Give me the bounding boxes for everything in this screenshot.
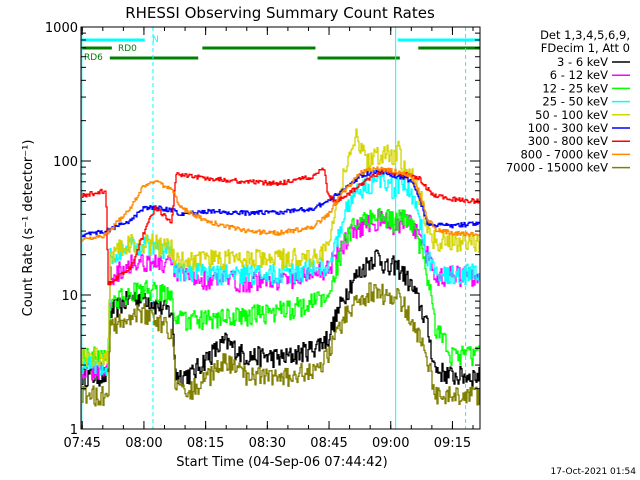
x-axis-ticks: 07:45 08:00 08:15 08:30 08:45 09:00 09:15 — [63, 27, 474, 451]
y-tick-label: 10 — [61, 289, 78, 304]
flag-bars: N RD0 RD6 — [81, 35, 480, 63]
legend-label: 7000 - 15000 keV — [506, 161, 608, 175]
legend-header-line2: FDecim 1, Att 0 — [541, 41, 630, 55]
legend-label: 100 - 300 keV — [528, 121, 608, 135]
series-line-6 — [82, 167, 480, 286]
series-line-4 — [82, 128, 480, 367]
legend-label: 50 - 100 keV — [535, 108, 608, 122]
legend-label: 25 - 50 keV — [542, 95, 608, 109]
x-tick-label: 09:00 — [372, 436, 409, 451]
flag-rd0-label: RD0 — [118, 44, 137, 54]
series-lines — [82, 128, 480, 407]
x-tick-label: 09:15 — [434, 436, 471, 451]
x-tick-label: 08:45 — [310, 436, 347, 451]
y-tick-label: 1 — [70, 423, 78, 438]
legend-label: 6 - 12 keV — [550, 68, 608, 82]
flag-rd6-label: RD6 — [84, 53, 103, 63]
series-line-7 — [82, 166, 480, 242]
legend-header-line1: Det 1,3,4,5,6,9, — [540, 28, 630, 42]
x-axis-label: Start Time (04-Sep-06 07:44:42) — [176, 455, 387, 470]
series-line-5 — [82, 168, 480, 238]
y-axis-ticks: 1 10 100 1000 — [45, 21, 480, 438]
y-axis-label: Count Rate (s⁻¹ detector⁻¹) — [21, 140, 36, 317]
time-markers — [81, 27, 467, 429]
x-tick-label: 08:30 — [249, 436, 286, 451]
series-line-3 — [82, 171, 480, 376]
series-line-8 — [82, 282, 480, 407]
flag-n-label: N — [152, 35, 159, 45]
legend-label: 800 - 7000 keV — [520, 147, 608, 161]
chart-title: RHESSI Observing Summary Count Rates — [125, 4, 435, 22]
y-tick-label: 100 — [53, 155, 78, 170]
footer-timestamp: 17-Oct-2021 01:54 — [551, 467, 637, 477]
legend-label: 3 - 6 keV — [557, 55, 608, 69]
plot-frame — [80, 26, 481, 430]
legend-label: 12 - 25 keV — [542, 81, 608, 95]
series-line-0 — [82, 249, 480, 388]
x-tick-label: 08:15 — [187, 436, 224, 451]
y-tick-label: 1000 — [45, 21, 78, 36]
x-tick-label: 07:45 — [63, 436, 100, 451]
series-line-2 — [82, 208, 480, 367]
legend-label: 300 - 800 keV — [528, 134, 608, 148]
x-tick-label: 08:00 — [125, 436, 162, 451]
